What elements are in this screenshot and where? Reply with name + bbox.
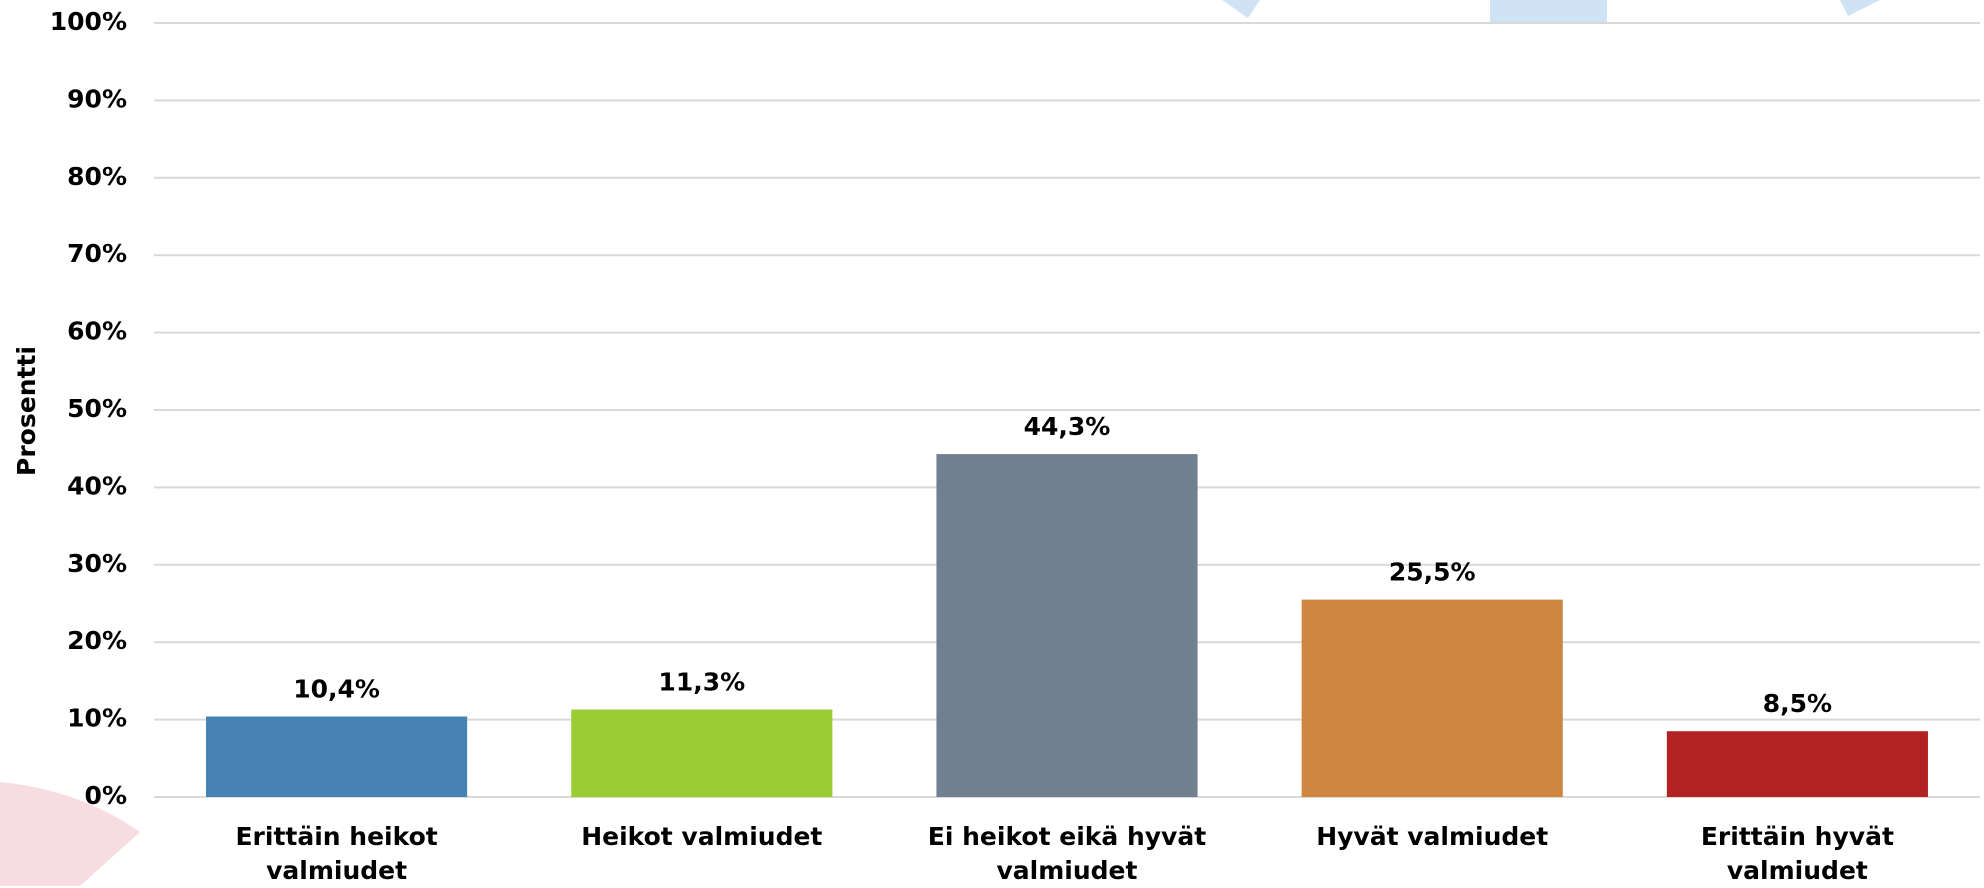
decor-shape (1222, 0, 1260, 18)
y-tick-label: 80% (67, 162, 127, 191)
y-tick-label: 20% (67, 626, 127, 655)
y-tick-label: 30% (67, 549, 127, 578)
y-tick-label: 60% (67, 317, 127, 346)
x-tick-label: Ei heikot eikä hyvät valmiudet (927, 822, 1207, 885)
y-axis-label: Prosentti (12, 346, 41, 476)
bar (206, 716, 468, 797)
bar (1301, 599, 1563, 797)
y-tick-label: 50% (67, 394, 127, 423)
x-tick-label: Heikot valmiudet (581, 822, 823, 851)
decor-shape (0, 782, 140, 886)
value-label: 10,4% (293, 675, 380, 704)
y-tick-label: 90% (67, 84, 127, 113)
y-tick-label: 10% (67, 704, 127, 733)
y-tick-label: 40% (67, 471, 127, 500)
y-tick-label: 70% (67, 239, 127, 268)
decor-shape (1490, 0, 1607, 23)
decor-shape (1840, 0, 1880, 16)
y-tick-label: 100% (50, 7, 127, 36)
value-label: 25,5% (1389, 558, 1476, 587)
y-tick-label: 0% (85, 781, 127, 810)
bar (1666, 731, 1928, 797)
x-tick-label: Hyvät valmiudet (1316, 822, 1549, 851)
value-label: 11,3% (658, 668, 745, 697)
background-decoration (0, 0, 1880, 886)
bar (571, 709, 833, 797)
value-label: 44,3% (1024, 412, 1111, 441)
value-label: 8,5% (1763, 689, 1832, 718)
bar (936, 454, 1198, 797)
x-tick-label: Erittäin heikot valmiudet (235, 822, 438, 885)
x-tick-label: Erittäin hyvät valmiudet (1700, 822, 1894, 885)
